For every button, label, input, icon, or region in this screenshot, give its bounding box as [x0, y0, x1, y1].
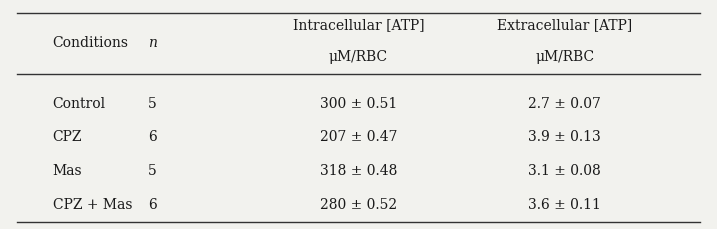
Text: Intracellular [ATP]: Intracellular [ATP]: [293, 18, 424, 32]
Text: Conditions: Conditions: [52, 36, 128, 50]
Text: 3.9 ± 0.13: 3.9 ± 0.13: [528, 130, 601, 144]
Text: 207 ± 0.47: 207 ± 0.47: [320, 130, 397, 144]
Text: n: n: [148, 36, 156, 50]
Text: μM/RBC: μM/RBC: [329, 49, 388, 63]
Text: CPZ + Mas: CPZ + Mas: [52, 197, 132, 211]
Text: 2.7 ± 0.07: 2.7 ± 0.07: [528, 96, 602, 110]
Text: 5: 5: [148, 164, 156, 177]
Text: 6: 6: [148, 197, 156, 211]
Text: 3.1 ± 0.08: 3.1 ± 0.08: [528, 164, 601, 177]
Text: 280 ± 0.52: 280 ± 0.52: [320, 197, 397, 211]
Text: 6: 6: [148, 130, 156, 144]
Text: CPZ: CPZ: [52, 130, 82, 144]
Text: μM/RBC: μM/RBC: [536, 49, 594, 63]
Text: 318 ± 0.48: 318 ± 0.48: [320, 164, 397, 177]
Text: Mas: Mas: [52, 164, 82, 177]
Text: 3.6 ± 0.11: 3.6 ± 0.11: [528, 197, 602, 211]
Text: Control: Control: [52, 96, 105, 110]
Text: 5: 5: [148, 96, 156, 110]
Text: 300 ± 0.51: 300 ± 0.51: [320, 96, 397, 110]
Text: Extracellular [ATP]: Extracellular [ATP]: [497, 18, 632, 32]
